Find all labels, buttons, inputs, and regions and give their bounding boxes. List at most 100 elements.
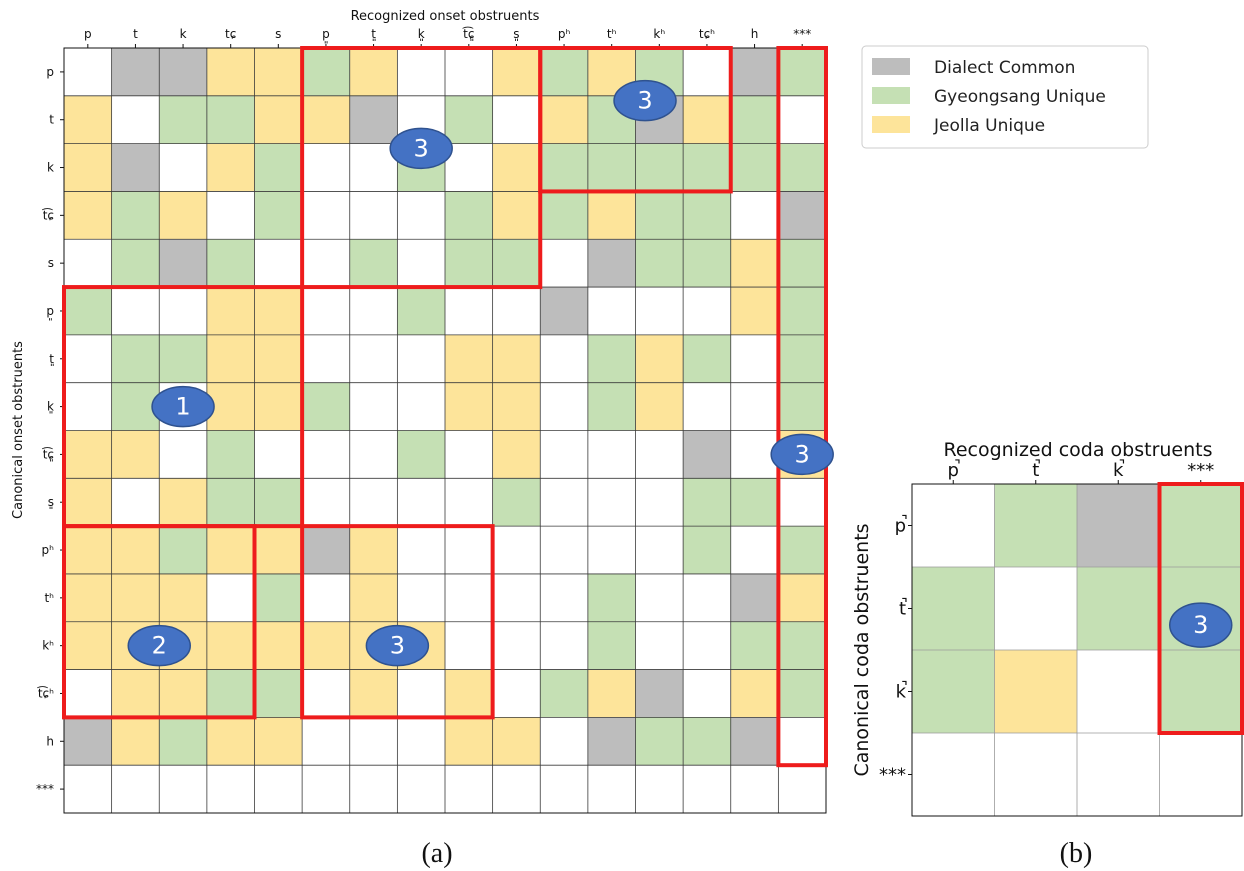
y-tick-label: h bbox=[46, 734, 54, 748]
heatmap-cell bbox=[540, 669, 588, 718]
heatmap-cell bbox=[540, 334, 588, 383]
heatmap-cell bbox=[445, 526, 493, 574]
heatmap-cell bbox=[683, 621, 731, 670]
heatmap-cell bbox=[159, 95, 207, 144]
heatmap-cell bbox=[683, 526, 731, 574]
heatmap-cell bbox=[492, 48, 541, 96]
heatmap-cell bbox=[635, 573, 684, 622]
heatmap-cell bbox=[206, 669, 255, 718]
heatmap-cell bbox=[397, 239, 445, 288]
heatmap-cell bbox=[64, 430, 112, 479]
number-badge bbox=[151, 385, 215, 428]
x-tick-label: s͈ bbox=[513, 27, 519, 41]
heatmap-cell bbox=[778, 143, 826, 192]
heatmap-cell bbox=[64, 287, 112, 335]
number-badge bbox=[389, 127, 453, 170]
heatmap-cell bbox=[635, 717, 684, 766]
legend-swatch bbox=[872, 116, 910, 133]
highlight-box bbox=[1157, 482, 1244, 735]
heatmap-cell bbox=[302, 478, 350, 527]
x-tick-label: *** bbox=[1187, 460, 1214, 481]
heatmap-cell bbox=[397, 765, 445, 813]
heatmap-cell bbox=[349, 334, 398, 383]
heatmap-cell bbox=[206, 287, 255, 335]
heatmap-cell bbox=[302, 95, 350, 144]
heatmap-cell bbox=[540, 573, 588, 622]
heatmap-cell bbox=[683, 334, 731, 383]
heatmap-cell bbox=[492, 382, 541, 431]
heatmap-cell bbox=[492, 526, 541, 574]
heatmap-cell bbox=[778, 478, 826, 527]
heatmap-cell bbox=[254, 526, 303, 574]
number-badge-label: 3 bbox=[390, 632, 405, 660]
number-badge-label: 1 bbox=[175, 393, 190, 421]
heatmap-cell bbox=[778, 334, 826, 383]
heatmap-cell bbox=[492, 334, 541, 383]
heatmap-cell bbox=[445, 478, 493, 527]
heatmap-cell bbox=[994, 733, 1077, 816]
heatmap-cell bbox=[349, 526, 398, 574]
heatmap-cell bbox=[64, 478, 112, 527]
heatmap-cell bbox=[540, 765, 588, 813]
heatmap-cell bbox=[912, 567, 995, 650]
heatmap-cell bbox=[635, 287, 684, 335]
x-tick-label: *** bbox=[793, 27, 811, 41]
heatmap-cell bbox=[912, 484, 995, 567]
heatmap-cell bbox=[349, 143, 398, 192]
heatmap-cell bbox=[302, 669, 350, 718]
heatmap-cell bbox=[1159, 650, 1242, 733]
heatmap-cell bbox=[302, 573, 350, 622]
heatmap-cell bbox=[302, 239, 350, 288]
heatmap-cell bbox=[587, 334, 636, 383]
heatmap-cell bbox=[540, 526, 588, 574]
heatmap-cell bbox=[683, 382, 731, 431]
heatmap-cell bbox=[254, 478, 303, 527]
heatmap-cell bbox=[445, 239, 493, 288]
heatmap-cell bbox=[349, 382, 398, 431]
heatmap-cell bbox=[730, 334, 779, 383]
heatmap-cell bbox=[206, 717, 255, 766]
y-tick-label: *** bbox=[879, 765, 906, 786]
coda-y-axis-title: Canonical coda obstruents bbox=[851, 523, 873, 776]
heatmap-cell bbox=[683, 239, 731, 288]
y-tick-label: p͈ bbox=[46, 304, 54, 321]
heatmap-cell bbox=[397, 717, 445, 766]
heatmap-cell bbox=[445, 573, 493, 622]
heatmap-cell bbox=[994, 650, 1077, 733]
y-tick-label: t͡ɕ bbox=[41, 207, 54, 222]
heatmap-cell bbox=[730, 478, 779, 527]
number-badge-label: 3 bbox=[637, 87, 652, 115]
legend-label: Gyeongsang Unique bbox=[934, 87, 1106, 107]
heatmap-cell bbox=[254, 573, 303, 622]
heatmap-cell bbox=[159, 669, 207, 718]
heatmap-cell bbox=[540, 287, 588, 335]
heatmap-cell bbox=[683, 573, 731, 622]
panel-b-caption: (b) bbox=[1060, 838, 1093, 869]
heatmap-cell bbox=[206, 143, 255, 192]
coda-heatmap-cells bbox=[912, 484, 1242, 816]
heatmap-cell bbox=[994, 484, 1077, 567]
heatmap-cell bbox=[778, 287, 826, 335]
heatmap-cell bbox=[445, 143, 493, 192]
heatmap-cell bbox=[587, 478, 636, 527]
heatmap-cell bbox=[635, 478, 684, 527]
heatmap-cell bbox=[111, 239, 160, 288]
number-badge bbox=[1169, 602, 1233, 648]
y-tick-label: k̚ bbox=[896, 681, 907, 703]
heatmap-cell bbox=[64, 573, 112, 622]
heatmap-cell bbox=[302, 191, 350, 240]
heatmap-cell bbox=[111, 287, 160, 335]
heatmap-cell bbox=[111, 478, 160, 527]
heatmap-cell bbox=[254, 48, 303, 96]
heatmap-cell bbox=[64, 95, 112, 144]
heatmap-cell bbox=[159, 48, 207, 96]
x-tick-label: t͡ɕ͈ bbox=[462, 26, 475, 41]
heatmap-cell bbox=[635, 430, 684, 479]
onset-y-axis-title: Canonical onset obstruents bbox=[11, 341, 26, 519]
x-tick-label: p͈ bbox=[322, 27, 330, 44]
y-tick-label: t͈ bbox=[49, 352, 54, 366]
heatmap-cell bbox=[540, 48, 588, 96]
heatmap-cell bbox=[778, 382, 826, 431]
heatmap-cell bbox=[302, 143, 350, 192]
panel-a-caption: (a) bbox=[421, 838, 452, 869]
